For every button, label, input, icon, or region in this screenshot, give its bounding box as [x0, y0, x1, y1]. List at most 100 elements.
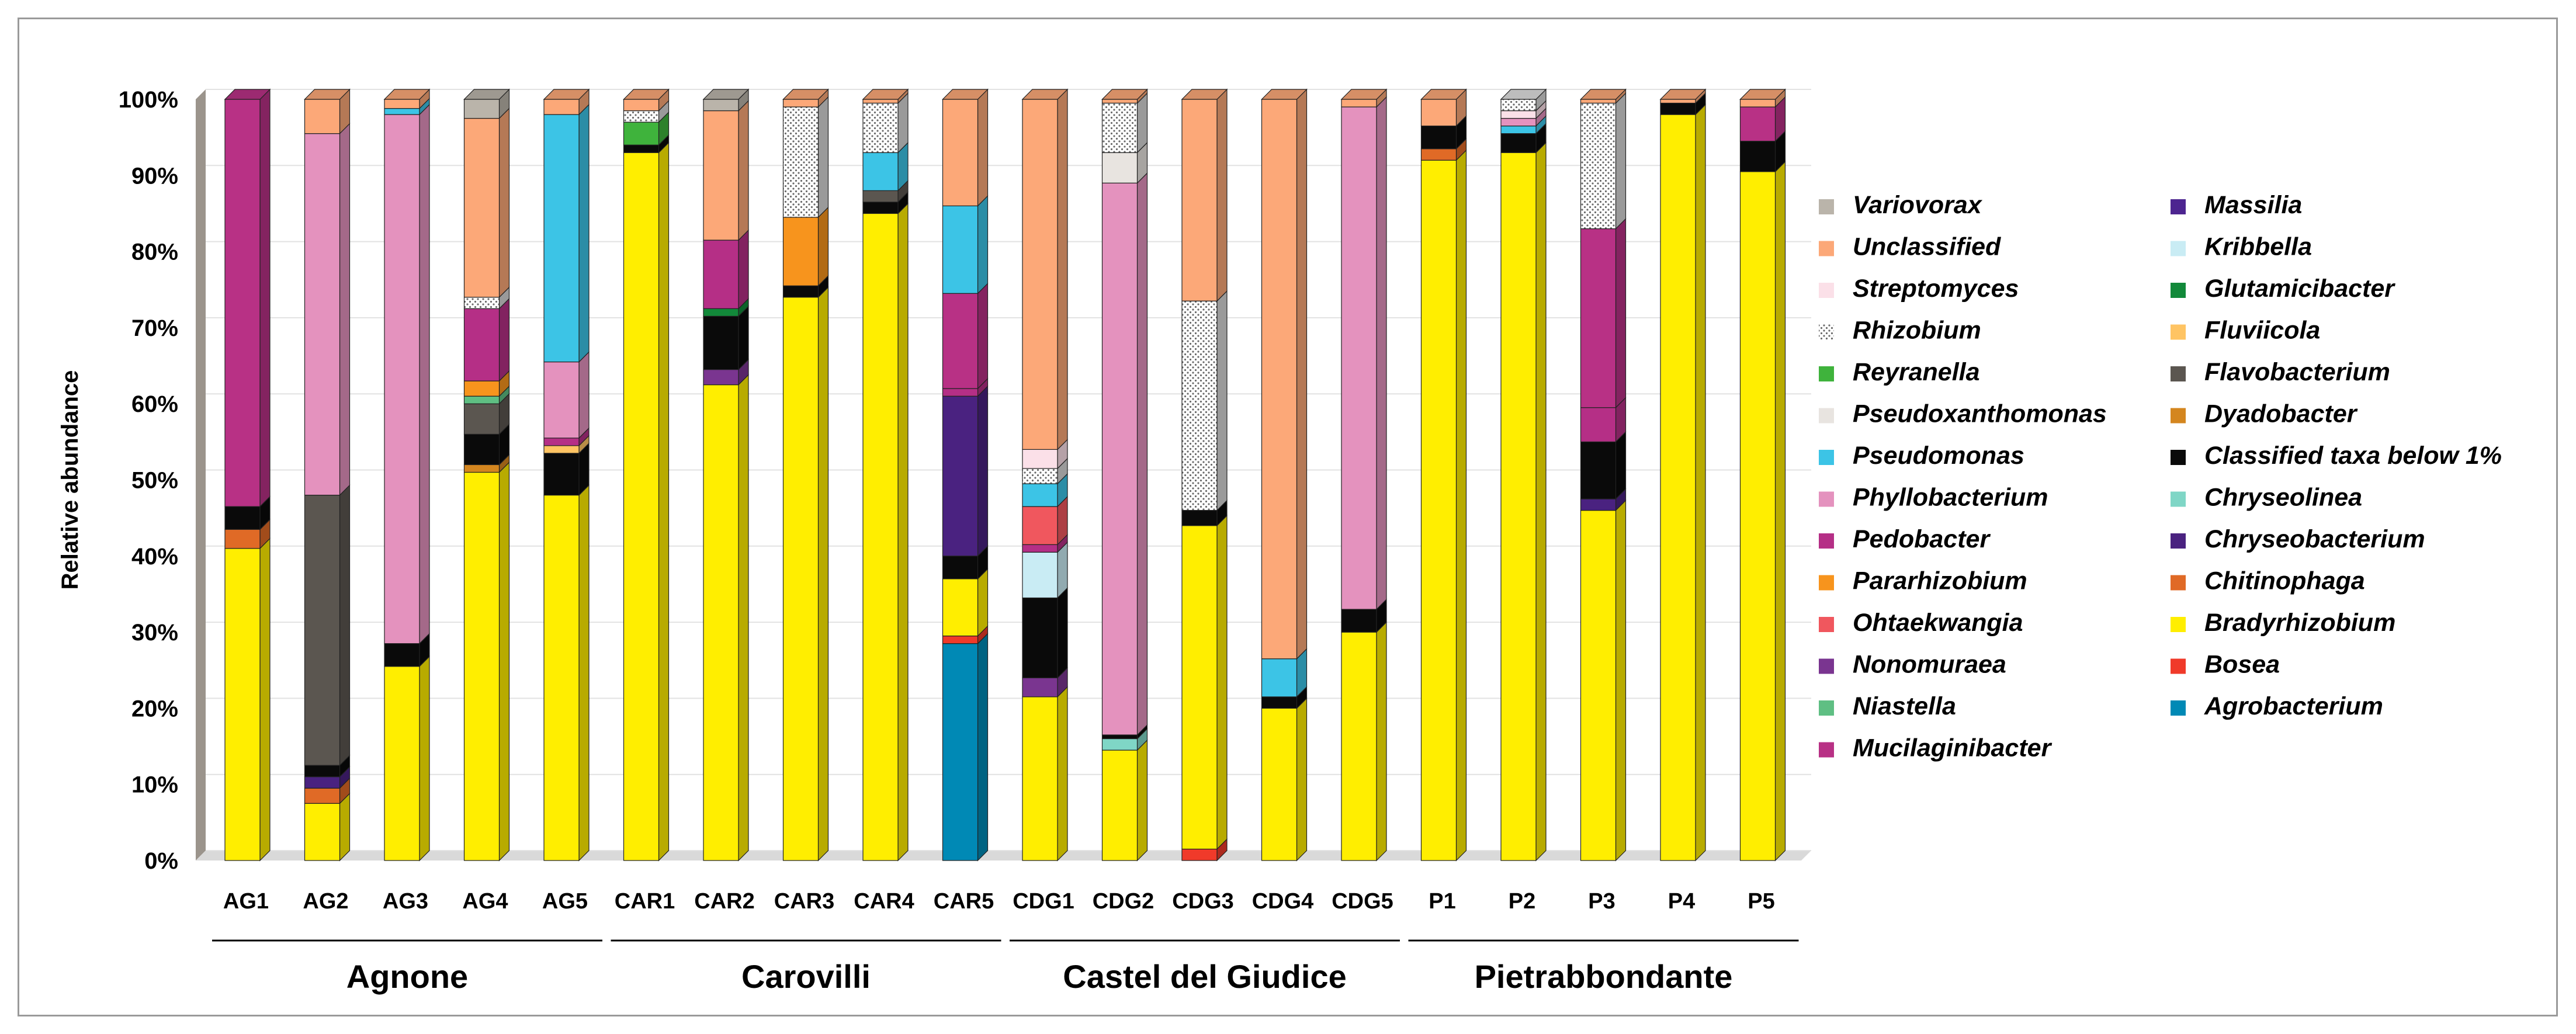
legend-item-nonomuraea: Nonomuraea	[1819, 651, 2006, 679]
segment-face	[942, 643, 979, 861]
legend-item-variovorax: Variovorax	[1819, 191, 1983, 219]
segment-bradyrhizobium	[304, 792, 351, 862]
segment-side	[259, 537, 271, 862]
segment-glutamicibacter	[703, 297, 749, 317]
segment-face	[1022, 597, 1058, 678]
bar-ag3	[383, 88, 431, 862]
bar-cdg3	[1181, 88, 1228, 862]
legend-label: Pseudoxanthomonas	[1853, 400, 2107, 428]
segment-face	[942, 636, 979, 644]
segment-face	[463, 99, 500, 119]
segment-face	[304, 99, 341, 134]
segment-mucilaginibacter	[1739, 96, 1786, 143]
segment-pseudoxanthomonas	[1101, 141, 1148, 184]
segment-side	[339, 123, 351, 497]
segment-face	[1181, 525, 1218, 850]
segment-face	[862, 190, 899, 203]
legend-swatch	[1819, 408, 1834, 424]
segment-face	[1580, 510, 1617, 861]
y-tick-label: 40%	[131, 544, 178, 570]
segment-side	[977, 633, 989, 862]
segment-face	[862, 202, 899, 214]
legend-item-fluviicola: Fluviicola	[2171, 317, 2320, 345]
segment-rhizobium	[862, 92, 909, 154]
category-label: CDG2	[1093, 889, 1154, 914]
segment-unclassified	[703, 100, 749, 241]
segment-side	[578, 103, 590, 363]
bar-top	[862, 89, 909, 100]
segment-face	[543, 494, 580, 861]
segment-side	[977, 195, 989, 294]
bar-top	[782, 89, 829, 100]
bar-top	[1181, 89, 1228, 100]
segment-face	[1022, 468, 1058, 484]
legend-item-chitinophaga: Chitinophaga	[2171, 567, 2365, 595]
legend-label: Rhizobium	[1853, 317, 1981, 345]
segment-face	[463, 464, 500, 473]
segment-face	[463, 297, 500, 309]
segment-rhizobium	[463, 286, 510, 310]
segment-phyllobacterium	[1101, 172, 1148, 736]
category-label: P5	[1748, 889, 1774, 914]
segment-face	[1420, 159, 1457, 861]
segment-classified-taxa-below-1	[224, 495, 271, 530]
y-tick-label: 30%	[131, 620, 178, 646]
segment-face	[1261, 707, 1298, 861]
segment-unclassified	[1181, 88, 1228, 302]
bar-top	[1420, 89, 1467, 100]
segment-side	[1216, 88, 1228, 302]
legend-label: Chitinophaga	[2204, 567, 2365, 595]
group-label: Agnone	[346, 958, 468, 995]
segment-side	[259, 88, 271, 508]
category-label: AG1	[223, 889, 269, 914]
segment-side	[578, 484, 590, 862]
segment-face	[1580, 99, 1617, 104]
y-tick-label: 80%	[131, 240, 178, 265]
segment-phyllobacterium	[543, 351, 590, 439]
segment-unclassified	[384, 88, 430, 110]
legend-swatch	[1819, 742, 1834, 758]
legend-swatch	[1819, 450, 1834, 465]
segment-face	[623, 122, 660, 145]
segment-bosea	[1181, 838, 1228, 862]
segment-face	[1022, 449, 1058, 469]
bars	[224, 88, 1786, 862]
segment-side	[578, 351, 590, 439]
legend-swatch	[1819, 324, 1834, 340]
segment-classified-taxa-below-1	[703, 305, 749, 371]
y-tick-label: 70%	[131, 315, 178, 341]
group-agnone: Agnone	[212, 939, 602, 995]
segment-side	[1695, 103, 1706, 862]
legend-item-streptomyces: Streptomyces	[1819, 275, 2019, 303]
segment-agrobacterium	[942, 633, 989, 862]
bar-top	[1101, 89, 1148, 100]
bar-top	[1500, 89, 1547, 100]
segment-face	[384, 99, 420, 109]
bar-top	[543, 89, 590, 100]
legend-label: Ohtaekwangia	[1853, 609, 2023, 637]
segment-side	[1615, 92, 1627, 230]
bar-top	[224, 89, 271, 100]
legend: Variovorax Unclassified Streptomyces Rhizob…	[1819, 191, 2502, 762]
bar-car4	[862, 88, 909, 862]
bar-car3	[782, 88, 829, 862]
legend-item-massilia: Massilia	[2171, 191, 2302, 219]
segment-pedobacter	[942, 377, 989, 397]
segment-face	[543, 99, 580, 115]
bar-ag2	[304, 88, 351, 862]
segment-unclassified	[1660, 88, 1706, 104]
segment-side	[977, 385, 989, 557]
legend-item-niastella: Niastella	[1819, 692, 1956, 720]
segment-face	[1101, 738, 1138, 751]
segment-face	[1580, 407, 1617, 442]
legend-swatch	[1819, 658, 1834, 674]
group-label: Carovilli	[741, 958, 871, 995]
segment-pararhizobium	[782, 206, 829, 287]
segment-face	[463, 471, 500, 861]
segment-bradyrhizobium	[224, 537, 271, 862]
segment-side	[1615, 218, 1627, 409]
segment-face	[623, 144, 660, 153]
segment-flavobacterium	[304, 484, 351, 766]
legend-item-ohtaekwangia: Ohtaekwangia	[1819, 609, 2023, 637]
legend-item-pseudomonas: Pseudomonas	[1819, 442, 2024, 470]
